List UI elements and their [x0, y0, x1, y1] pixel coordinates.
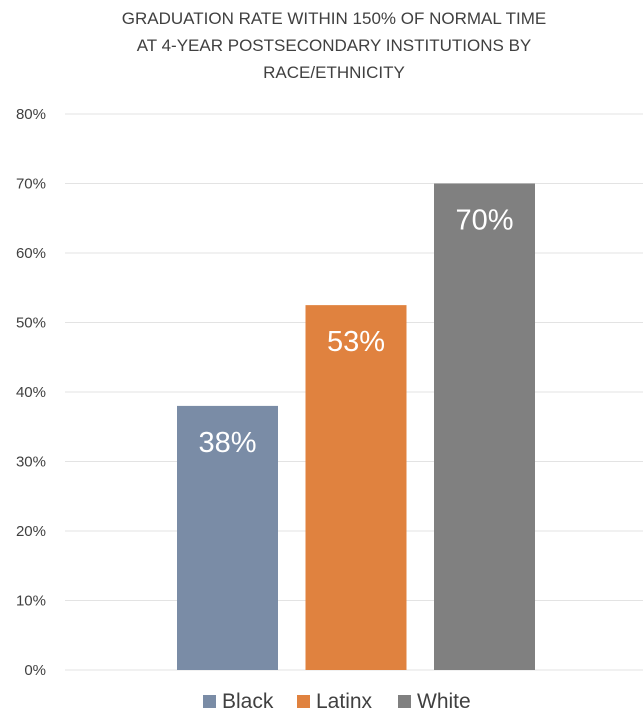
data-label-latinx: 53% — [327, 326, 385, 358]
chart-title-line-3: RACE/ETHNICITY — [263, 63, 405, 82]
y-tick-label: 10% — [16, 593, 46, 610]
legend: Black Latinx White — [203, 690, 471, 713]
legend-label-latinx: Latinx — [316, 690, 373, 713]
bar-white — [434, 183, 535, 670]
y-tick-label: 70% — [16, 176, 46, 193]
data-label-black: 38% — [198, 427, 256, 459]
legend-label-white: White — [417, 690, 471, 713]
y-tick-label: 20% — [16, 523, 46, 540]
legend-swatch-latinx — [297, 695, 310, 708]
chart-title-line-1: GRADUATION RATE WITHIN 150% OF NORMAL TI… — [122, 9, 546, 28]
chart-title-line-2: AT 4-YEAR POSTSECONDARY INSTITUTIONS BY — [137, 36, 532, 55]
chart-title: GRADUATION RATE WITHIN 150% OF NORMAL TI… — [122, 9, 546, 82]
y-tick-label: 80% — [16, 106, 46, 123]
y-axis-tick-labels: 0% 10% 20% 30% 40% 50% 60% 70% 80% — [16, 106, 46, 679]
y-tick-label: 50% — [16, 315, 46, 332]
bar-latinx — [305, 305, 407, 670]
y-tick-label: 30% — [16, 454, 46, 471]
y-tick-label: 0% — [24, 662, 46, 679]
bars — [177, 183, 535, 670]
legend-swatch-black — [203, 695, 216, 708]
bar-black — [177, 405, 278, 670]
data-label-white: 70% — [455, 205, 513, 237]
legend-label-black: Black — [222, 690, 274, 713]
y-tick-label: 60% — [16, 245, 46, 262]
y-tick-label: 40% — [16, 384, 46, 401]
legend-swatch-white — [398, 695, 411, 708]
data-labels: 38% 53% 70% — [198, 205, 513, 459]
